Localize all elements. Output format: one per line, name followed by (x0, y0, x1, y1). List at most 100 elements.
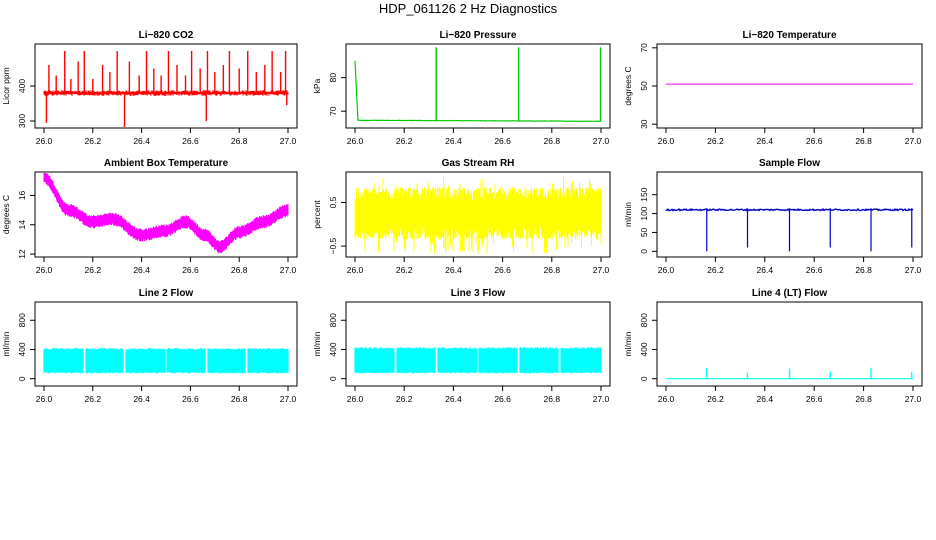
plot-title: Li−820 Pressure (440, 30, 517, 41)
y-tick-label: 400 (328, 342, 338, 356)
x-tick-label: 26.8 (231, 136, 248, 146)
x-tick-label: 26.2 (85, 136, 102, 146)
plot-title: Li−820 Temperature (742, 30, 836, 41)
y-axis-label: degrees C (1, 195, 11, 234)
y-axis-label: kPa (312, 78, 322, 93)
data-series (665, 207, 914, 252)
x-tick-label: 26.2 (396, 394, 413, 404)
y-tick-label: 400 (17, 79, 27, 93)
x-tick-label: 26.2 (707, 394, 724, 404)
series-band (354, 176, 602, 254)
data-series (43, 173, 289, 254)
plot-title: Line 3 Flow (451, 288, 506, 299)
y-tick-label: 16 (17, 190, 27, 200)
x-tick-label: 27.0 (905, 136, 922, 146)
panel-li-820-pressure: Li−820 Pressure kPa 26.0 26.2 26.4 26.6 26.8 27… (312, 30, 611, 146)
series-band (43, 173, 289, 254)
x-tick-label: 26.4 (133, 265, 150, 275)
x-tick-label: 26.2 (85, 394, 102, 404)
x-tick-label: 26.6 (182, 136, 199, 146)
y-tick-label: 150 (639, 187, 649, 201)
plot-frame (345, 171, 611, 258)
page-title: HDP_061126 2 Hz Diagnostics (378, 1, 558, 16)
x-tick-label: 27.0 (905, 394, 922, 404)
y-tick-label: 300 (17, 114, 27, 128)
x-tick-label: 27.0 (280, 394, 297, 404)
panel-line-3-flow: Line 3 Flow ml/min 26.0 26.2 26.4 26.6 26.8 27.… (312, 288, 611, 404)
plot-frame (34, 171, 298, 258)
x-tick-label: 26.4 (757, 136, 774, 146)
panel-line-2-flow: Line 2 Flow ml/min 26.0 26.2 26.4 26.6 26.8 27.… (1, 288, 298, 404)
plot-frame (656, 171, 923, 258)
panel-ambient-box-temperature: Ambient Box Temperature degrees C 26.0 26.2… (1, 158, 298, 275)
data-series (354, 347, 602, 374)
y-tick-label: 400 (639, 342, 649, 356)
y-tick-label: 400 (17, 342, 27, 356)
x-tick-label: 26.0 (347, 265, 364, 275)
y-axis-label: ml/min (623, 202, 633, 227)
plot-frame (34, 43, 298, 129)
plot-title: Line 4 (LT) Flow (752, 288, 828, 299)
panel-li-820-co2: Li−820 CO2 Licor ppm 26.0 26.2 26.4 26.6 26.8 2… (1, 30, 298, 146)
x-tick-label: 26.2 (707, 136, 724, 146)
x-tick-label: 27.0 (905, 265, 922, 275)
x-tick-label: 26.0 (347, 394, 364, 404)
plot-frame (34, 301, 298, 387)
x-tick-label: 26.4 (757, 265, 774, 275)
x-tick-label: 26.6 (806, 265, 823, 275)
plot-title: Line 2 Flow (139, 288, 194, 299)
x-tick-label: 26.2 (396, 265, 413, 275)
x-tick-label: 26.0 (658, 265, 675, 275)
y-tick-label: 0 (17, 376, 27, 381)
plot-frame (345, 301, 611, 387)
y-tick-label: 50 (639, 81, 649, 91)
x-tick-label: 26.8 (544, 265, 561, 275)
data-series (43, 347, 289, 374)
y-tick-label: 70 (328, 106, 338, 116)
x-tick-label: 26.6 (806, 136, 823, 146)
x-tick-label: 26.8 (544, 394, 561, 404)
plot-frame (345, 43, 611, 129)
x-tick-label: 26.0 (658, 394, 675, 404)
x-tick-label: 26.8 (231, 394, 248, 404)
plot-title: Ambient Box Temperature (104, 158, 229, 169)
x-tick-label: 26.6 (494, 136, 511, 146)
x-tick-label: 26.4 (757, 394, 774, 404)
series-band (354, 347, 602, 374)
y-tick-label: 80 (328, 73, 338, 83)
x-tick-label: 26.8 (855, 265, 872, 275)
y-tick-label: 70 (639, 43, 649, 53)
y-axis-label: percent (312, 200, 322, 229)
y-axis-label: degrees C (623, 66, 633, 105)
x-tick-label: 26.0 (658, 136, 675, 146)
x-tick-label: 27.0 (593, 265, 610, 275)
x-tick-label: 26.8 (855, 136, 872, 146)
panel-li-820-temperature: Li−820 Temperature degrees C 26.0 26.2 26.4 2… (623, 30, 923, 146)
panel-line-4-lt-flow: Line 4 (LT) Flow ml/min 26.0 26.2 26.4 26.6 26… (623, 288, 923, 404)
x-tick-label: 26.8 (231, 265, 248, 275)
plot-frame (656, 43, 923, 129)
y-tick-label: 30 (639, 119, 649, 129)
x-tick-label: 26.2 (396, 136, 413, 146)
y-tick-label: −0.5 (328, 237, 338, 254)
series-band (43, 347, 289, 374)
x-tick-label: 26.6 (182, 265, 199, 275)
y-tick-label: 14 (17, 220, 27, 230)
x-tick-label: 26.4 (445, 265, 462, 275)
x-tick-label: 27.0 (280, 265, 297, 275)
x-tick-label: 26.0 (36, 265, 53, 275)
plot-title: Sample Flow (759, 158, 820, 169)
data-series (666, 367, 913, 380)
y-tick-label: 800 (328, 313, 338, 327)
x-tick-label: 27.0 (593, 394, 610, 404)
y-tick-label: 50 (639, 227, 649, 237)
data-series (43, 51, 289, 127)
plot-title: Gas Stream RH (442, 158, 515, 169)
data-series (354, 47, 602, 122)
series-line (354, 60, 602, 122)
x-tick-label: 27.0 (593, 136, 610, 146)
y-tick-label: 0.5 (328, 196, 338, 208)
x-tick-label: 26.0 (36, 136, 53, 146)
x-tick-label: 26.4 (445, 136, 462, 146)
